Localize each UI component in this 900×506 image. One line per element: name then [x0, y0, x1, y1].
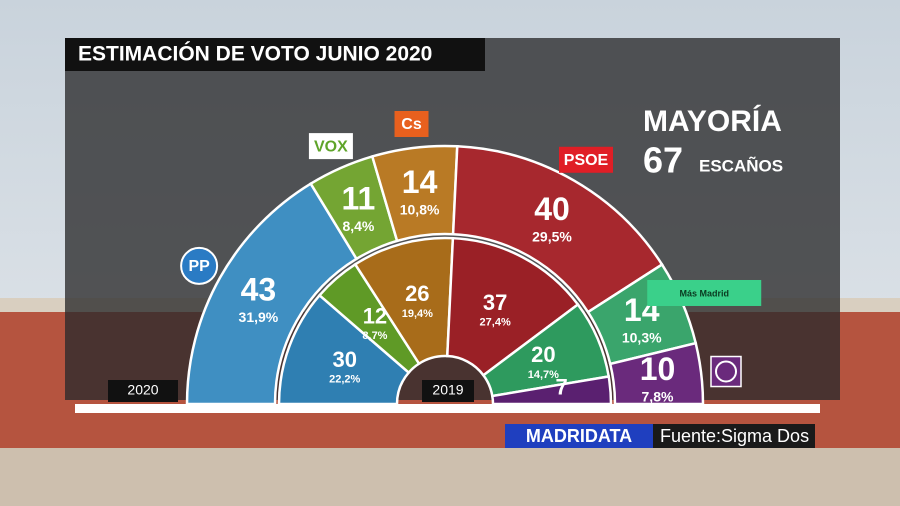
- majority-unit: ESCAÑOS: [699, 155, 783, 175]
- logo-text: Más Madrid: [679, 288, 729, 298]
- seat-share: 22,2%: [329, 374, 360, 386]
- logo-box: [559, 146, 613, 173]
- logo-text: PSOE: [564, 152, 609, 169]
- logo-text: VOX: [314, 138, 348, 155]
- seat-count: 43: [241, 272, 277, 308]
- year-box: [422, 380, 474, 402]
- year-label: 2019: [432, 382, 463, 398]
- seat-share: 19,4%: [402, 308, 433, 320]
- title-bar: [65, 38, 485, 71]
- baseline-bar: [75, 404, 820, 413]
- seat-count: 30: [333, 347, 357, 372]
- year-label: 2020: [127, 382, 158, 398]
- seat-count: 11: [342, 181, 376, 217]
- logo-text: PP: [188, 258, 210, 275]
- seat-count: 37: [483, 290, 507, 315]
- seat-share: 14,7%: [528, 369, 559, 381]
- brand-box: [505, 424, 653, 448]
- seat-share: 7,8%: [642, 388, 674, 404]
- seat-count: 26: [405, 281, 429, 306]
- seat-count: 10: [640, 351, 676, 387]
- party-logo: Cs: [394, 110, 429, 137]
- logo-box: [647, 279, 762, 306]
- party-logo: PP: [180, 246, 219, 285]
- majority-label: MAYORÍA: [643, 104, 782, 138]
- party-logo: PSOE: [559, 146, 613, 173]
- seat-wedge: [445, 236, 580, 377]
- logo-box: [394, 110, 429, 137]
- seat-share: 29,5%: [532, 229, 572, 245]
- seat-wedge: [277, 293, 411, 406]
- year-box: [108, 380, 178, 402]
- seat-count: 14: [402, 164, 438, 200]
- logo-box: [180, 246, 219, 285]
- brand: MADRIDATA: [526, 426, 632, 446]
- seat-share: 8,4%: [342, 218, 374, 234]
- party-logo: Más Madrid: [647, 279, 762, 306]
- source-box: [653, 424, 815, 448]
- seat-count: 40: [534, 191, 570, 227]
- seat-share: 8,7%: [362, 330, 387, 342]
- chart-title: ESTIMACIÓN DE VOTO JUNIO 2020: [78, 42, 432, 66]
- party-logo: VOX: [308, 133, 353, 160]
- majority-value: 67: [643, 140, 683, 181]
- party-logo: [710, 355, 742, 388]
- source: Fuente:Sigma Dos: [660, 426, 809, 446]
- seat-share: 10,3%: [622, 330, 662, 346]
- seat-share: 27,4%: [480, 317, 511, 329]
- seat-share: 31,9%: [239, 309, 279, 325]
- seat-share: 10,8%: [400, 201, 440, 217]
- seat-count: 7: [555, 375, 567, 400]
- seat-count: 20: [531, 342, 555, 367]
- logo-box: [308, 133, 353, 160]
- logo-circle: [715, 360, 738, 383]
- background-base: [0, 448, 900, 506]
- logo-text: Cs: [401, 116, 422, 133]
